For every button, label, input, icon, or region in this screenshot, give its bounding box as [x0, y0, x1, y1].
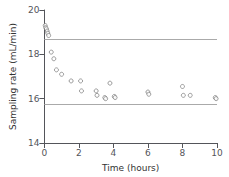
svg-text:4: 4 — [111, 148, 117, 158]
svg-text:Time (hours): Time (hours) — [101, 163, 159, 173]
svg-text:6: 6 — [145, 148, 151, 158]
svg-text:16: 16 — [28, 94, 40, 104]
svg-text:0: 0 — [41, 148, 47, 158]
svg-text:8: 8 — [180, 148, 186, 158]
svg-text:18: 18 — [28, 49, 40, 59]
svg-text:10: 10 — [211, 148, 223, 158]
svg-text:Sampling rate (mL/min): Sampling rate (mL/min) — [8, 23, 18, 130]
svg-text:2: 2 — [76, 148, 82, 158]
svg-text:20: 20 — [28, 5, 40, 15]
svg-text:14: 14 — [28, 138, 40, 148]
